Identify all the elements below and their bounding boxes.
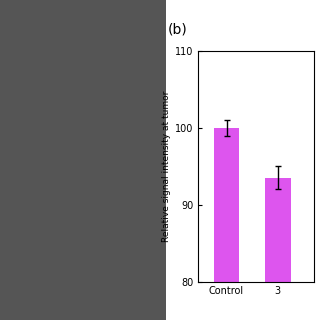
Text: (b): (b) xyxy=(168,22,188,36)
Bar xyxy=(214,128,239,320)
Y-axis label: Relative signal intensity at tumor: Relative signal intensity at tumor xyxy=(162,91,171,242)
Bar xyxy=(265,178,291,320)
